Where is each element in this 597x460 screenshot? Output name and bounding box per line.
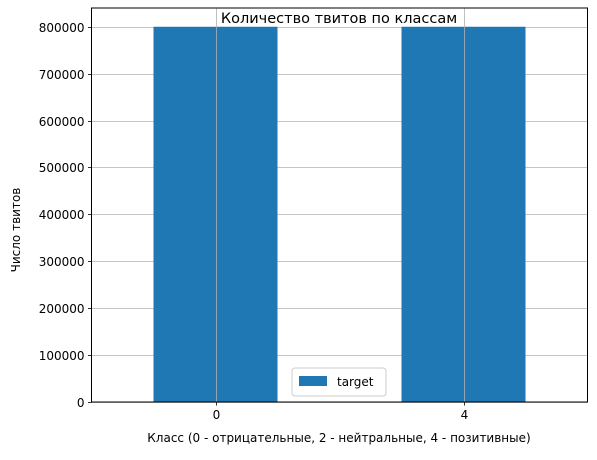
legend-label: target bbox=[337, 375, 374, 389]
legend-swatch bbox=[299, 376, 327, 386]
y-axis-label: Число твитов bbox=[9, 188, 23, 273]
x-axis-label: Класс (0 - отрицательные, 2 - нейтральны… bbox=[147, 431, 530, 445]
bar bbox=[401, 26, 526, 403]
y-tick-label: 600000 bbox=[39, 115, 85, 129]
plot-frame bbox=[91, 7, 588, 403]
y-tick-label: 400000 bbox=[39, 208, 85, 222]
y-tick-label: 0 bbox=[77, 396, 85, 410]
y-axis-ticks: 0 100000 200000 300000 400000 500000 600000 700… bbox=[39, 21, 92, 410]
bar bbox=[153, 26, 278, 403]
bars bbox=[153, 26, 526, 403]
y-tick-label: 200000 bbox=[39, 302, 85, 316]
y-tick-label: 300000 bbox=[39, 255, 85, 269]
legend-box bbox=[291, 367, 387, 397]
y-tick-label: 800000 bbox=[39, 21, 85, 35]
y-tick-label: 100000 bbox=[39, 349, 85, 363]
y-tick-label: 500000 bbox=[39, 161, 85, 175]
x-tick-label: 0 bbox=[213, 408, 221, 422]
x-tick-label: 4 bbox=[461, 408, 469, 422]
chart-title: Количество твитов по классам bbox=[221, 11, 457, 27]
legend: target bbox=[291, 367, 387, 397]
y-tick-label: 700000 bbox=[39, 68, 85, 82]
vertical-grid-lines bbox=[216, 8, 465, 402]
